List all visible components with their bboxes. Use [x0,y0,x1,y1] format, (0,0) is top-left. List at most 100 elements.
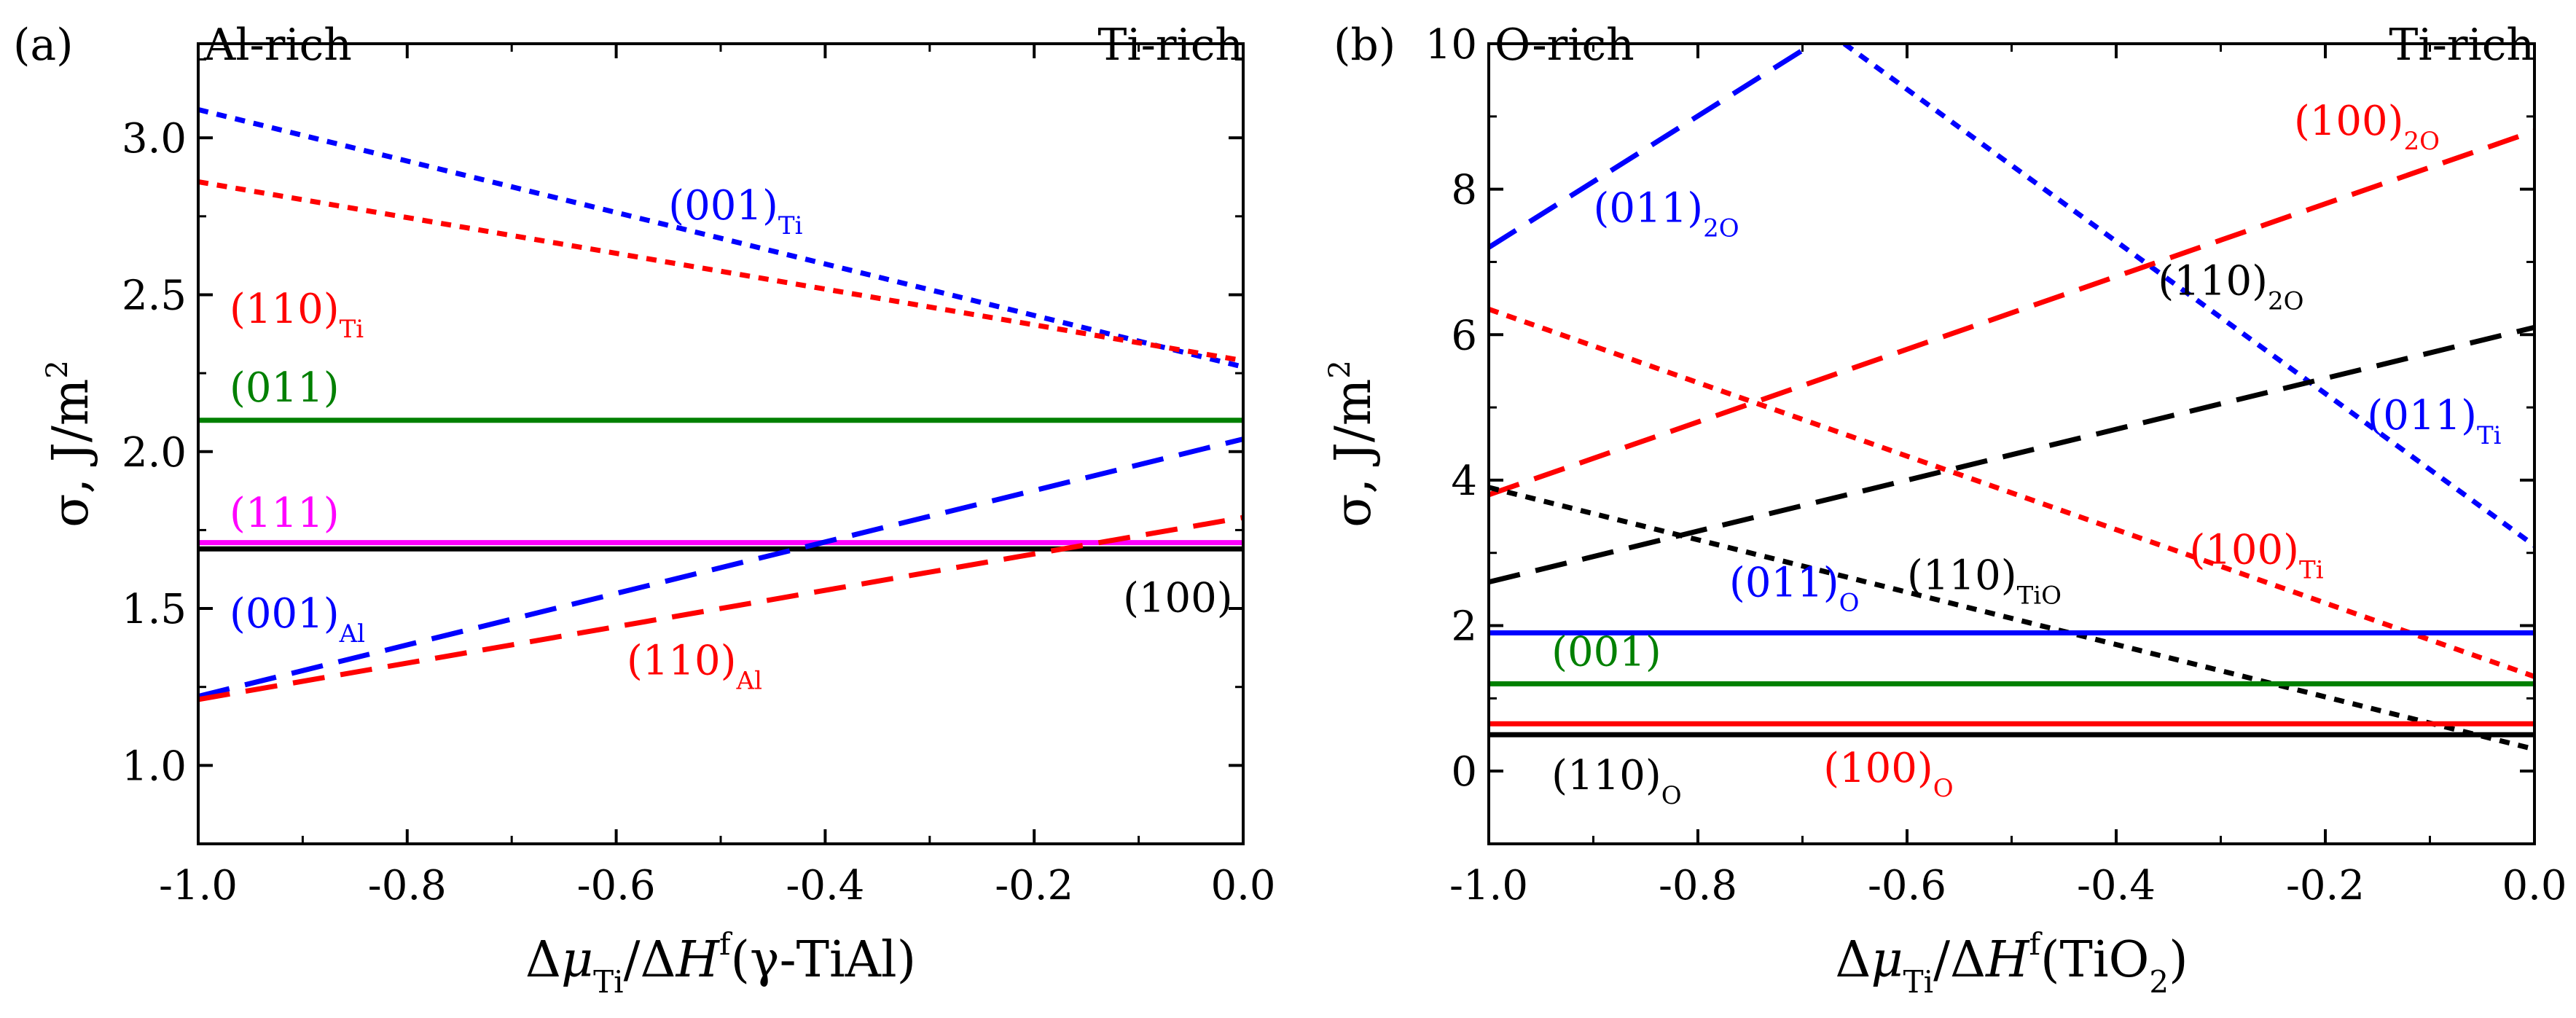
c1-y-tick-label-2: 4 [1451,458,1477,505]
c1-series-label-main-3: (110) [2158,257,2268,305]
c0-x-title-delta: Δ [525,931,561,989]
c1-x-tick-label-0: -1.0 [1449,862,1528,909]
c1-y-tick-label-0: 0 [1451,748,1477,796]
c1-y-tick-label-4: 8 [1451,167,1477,214]
c0-panel-label: (a) [13,20,74,71]
c1-x-title-h: H [1984,931,2030,989]
c0-series-label-4: (100) [1123,574,1233,622]
c0-series-label-1: (110)Ti [230,286,364,344]
c1-series-line-4 [1489,306,2534,679]
c1-series-label-sub-2: 2O [2404,127,2440,156]
c1-series-label-2: (100)2O [2294,98,2440,156]
c1-series-label-main-7: (001) [1551,628,1661,676]
c1-y-tick-label-3: 6 [1451,312,1477,359]
c1-corner-right: Ti-rich [2389,20,2534,71]
c0-x-tick-label-2: -0.6 [577,862,656,909]
c0-x-title-h: H [675,931,721,989]
c1-x-title-mu: μ [1871,931,1903,989]
c1-panel-label: (b) [1334,20,1395,71]
panel-a: (001)Ti(110)Ti(011)(111)(100)(001)Al(110… [13,20,1276,1000]
c0-x-tick-label-4: -0.2 [995,862,1073,909]
c0-series-label-main-5: (001) [230,590,340,638]
c0-y-tick-label-0: 1.0 [122,743,187,790]
c1-series-label-main-5: (110) [1907,552,2017,600]
c1-x-title-rest-end: ) [2169,931,2188,989]
c1-x-title-slash: /Δ [1933,931,1986,989]
c1-y-tick-label-5: 10 [1425,21,1477,68]
c1-series-label-main-6: (011) [1729,560,1839,607]
c1-series-label-4: (100)Ti [2189,527,2323,585]
c0-series-label-sub-6: Al [736,666,762,695]
c1-series-label-sub-0: 2O [1703,214,1739,243]
c1-series-line-5 [1489,485,2534,752]
c0-corner-left: Al-rich [203,20,352,71]
c0-corner-right: Ti-rich [1097,20,1243,71]
c1-series-label-sub-9: O [1661,781,1682,810]
c0-y-tick-label-1: 1.5 [122,586,187,633]
c1-x-tick-label-4: -0.2 [2286,862,2365,909]
c1-series-lines [1489,44,2534,752]
c1-y-axis-title: σ, J/m2 [1323,360,1382,528]
c1-corner-left: O-rich [1495,20,1635,71]
c0-series-label-main-0: (001) [668,182,778,230]
c0-x-tick-label-0: -1.0 [159,862,238,909]
c0-y-axis-title-main: σ, J/m [42,379,100,528]
c0-x-axis-title: ΔμTi/ΔHf(γ-TiAl) [525,926,916,1000]
c0-series-label-main-1: (110) [230,286,340,333]
c0-x-title-slash: /Δ [624,931,676,989]
c1-series-label-9: (110)O [1551,752,1681,810]
c1-x-title-h-sup: f [2029,926,2043,962]
c0-series-line-0 [198,107,1243,369]
c0-series-label-sub-1: Ti [340,315,364,344]
c0-series-line-6 [198,514,1243,702]
c1-x-title-mu-sub: Ti [1903,964,1933,1000]
c1-series-label-3: (110)2O [2158,257,2303,316]
c1-series-label-sub-3: 2O [2268,286,2304,316]
c0-y-axis-title-sup: 2 [41,360,74,378]
c1-y-axis-title-main: σ, J/m [1325,379,1382,528]
c1-series-label-main-4: (100) [2189,527,2299,574]
c0-y-tick-label-4: 3.0 [122,115,187,163]
c1-x-title-delta: Δ [1835,931,1871,989]
c1-series-label-main-1: (011) [2367,392,2477,439]
c1-x-title-rest: (TiO [2040,931,2149,989]
c1-series-label-5: (110)TiO [1907,552,2062,611]
c0-x-title-h-sup: f [719,926,733,962]
c0-series-label-main-6: (110) [627,637,737,684]
c1-series-label-sub-8: O [1933,774,1954,803]
c0-series-label-main-4: (100) [1123,574,1233,622]
c1-series-label-7: (001) [1551,628,1661,676]
c1-series-label-0: (011)2O [1594,185,1739,243]
c1-series-label-main-9: (110) [1551,752,1661,799]
c0-series-label-sub-5: Al [339,619,365,649]
c1-series-line-3 [1489,324,2534,585]
c0-series-label-sub-0: Ti [778,211,803,240]
c0-series-label-5: (001)Al [230,590,365,649]
c0-x-tick-label-1: -0.8 [368,862,447,909]
c0-series-line-5 [198,436,1243,699]
c1-series-line-1 [1842,44,2534,548]
c0-series-label-main-3: (111) [230,490,340,537]
c0-x-title-rest: (γ-TiAl) [731,931,917,989]
c1-series-label-sub-6: O [1839,589,1860,618]
c0-x-title-mu: μ [561,931,593,989]
c1-x-tick-label-5: 0.0 [2502,862,2567,909]
c0-series-lines [198,107,1243,702]
c1-series-label-6: (011)O [1729,560,1859,618]
c0-x-title-mu-sub: Ti [593,964,623,1000]
c1-y-axis-title-sup: 2 [1323,360,1357,378]
c0-series-label-2: (011) [230,364,340,412]
c0-series-label-0: (001)Ti [668,182,802,240]
c0-x-tick-label-3: -0.4 [786,862,864,909]
c1-x-tick-label-2: -0.6 [1868,862,1946,909]
c1-x-tick-label-3: -0.4 [2077,862,2156,909]
c1-series-label-8: (100)O [1823,745,1953,803]
c1-series-line-0 [1489,44,1814,250]
c1-x-title-rest-sub: 2 [2149,964,2169,1000]
c1-series-label-1: (011)Ti [2367,392,2501,450]
c1-series-label-sub-5: TiO [2017,582,2062,611]
c1-series-label-sub-4: Ti [2299,556,2324,585]
c1-series-label-main-2: (100) [2294,98,2404,145]
panel-b: (011)2O(011)Ti(100)2O(110)2O(100)Ti(110)… [1323,20,2567,1000]
